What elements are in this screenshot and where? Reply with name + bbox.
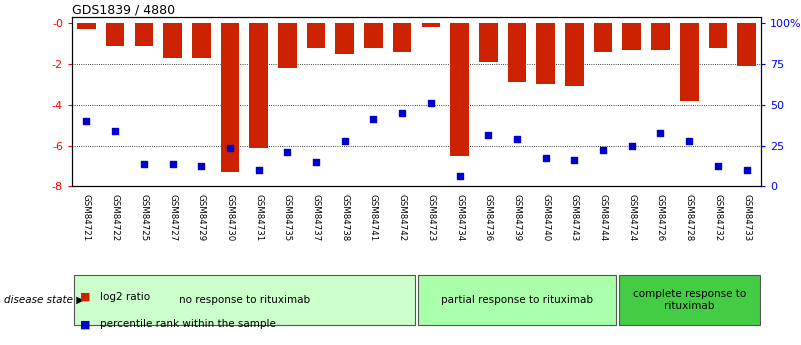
Point [166, 161, 179, 167]
Text: log2 ratio: log2 ratio [100, 292, 151, 302]
Point [453, 173, 466, 179]
Text: GSM84729: GSM84729 [197, 194, 206, 241]
Text: GSM84722: GSM84722 [111, 194, 119, 241]
Point [310, 159, 323, 165]
Bar [336, 23, 354, 54]
Bar [135, 23, 153, 46]
Text: GSM84726: GSM84726 [656, 194, 665, 241]
Bar [220, 23, 239, 172]
Point [626, 143, 638, 148]
Bar [77, 23, 96, 29]
Point [80, 118, 93, 124]
Text: GSM84723: GSM84723 [426, 194, 436, 241]
Text: GSM84728: GSM84728 [685, 194, 694, 241]
Bar [364, 23, 383, 48]
Point [568, 157, 581, 162]
Bar [249, 23, 268, 148]
Point [138, 161, 151, 167]
Bar [479, 23, 497, 62]
Point [281, 149, 294, 155]
Text: percentile rank within the sample: percentile rank within the sample [100, 319, 276, 329]
Text: GSM84737: GSM84737 [312, 194, 320, 241]
Text: GSM84743: GSM84743 [570, 194, 579, 241]
Bar [622, 23, 641, 50]
Point [539, 155, 552, 160]
Point [396, 110, 409, 116]
Point [252, 167, 265, 173]
Text: GDS1839 / 4880: GDS1839 / 4880 [72, 3, 175, 16]
Text: GSM84740: GSM84740 [541, 194, 550, 241]
Text: GSM84732: GSM84732 [714, 194, 723, 241]
Bar [106, 23, 124, 46]
Point [338, 139, 351, 144]
Bar [307, 23, 325, 48]
Point [223, 145, 236, 150]
Text: GSM84738: GSM84738 [340, 194, 349, 241]
Point [682, 139, 695, 144]
Bar [594, 23, 613, 52]
Text: GSM84734: GSM84734 [455, 194, 464, 241]
Bar [737, 23, 756, 66]
Bar [508, 23, 526, 82]
Point [425, 100, 437, 106]
Bar [74, 275, 415, 325]
Text: GSM84741: GSM84741 [369, 194, 378, 241]
Text: GSM84721: GSM84721 [82, 194, 91, 241]
Bar [163, 23, 182, 58]
Text: disease state ▶: disease state ▶ [4, 295, 84, 305]
Point [367, 116, 380, 122]
Text: partial response to rituximab: partial response to rituximab [441, 295, 593, 305]
Text: GSM84733: GSM84733 [742, 194, 751, 241]
Point [109, 129, 122, 134]
Point [740, 167, 753, 173]
Text: GSM84731: GSM84731 [254, 194, 264, 241]
Bar [192, 23, 211, 58]
Text: GSM84739: GSM84739 [513, 194, 521, 241]
Point [711, 163, 724, 169]
Point [482, 132, 495, 138]
Bar [421, 23, 441, 28]
Text: GSM84736: GSM84736 [484, 194, 493, 241]
Point [195, 163, 207, 169]
Text: GSM84744: GSM84744 [598, 194, 608, 241]
Bar [278, 23, 296, 68]
Bar [680, 23, 698, 101]
Bar [709, 23, 727, 48]
Bar [537, 23, 555, 85]
Text: ■: ■ [80, 292, 91, 302]
Text: GSM84730: GSM84730 [225, 194, 235, 241]
Text: no response to rituximab: no response to rituximab [179, 295, 310, 305]
Text: ■: ■ [80, 319, 91, 329]
Bar [651, 23, 670, 50]
Bar [450, 23, 469, 156]
Text: GSM84724: GSM84724 [627, 194, 636, 241]
Point [654, 131, 667, 136]
Bar [418, 275, 616, 325]
Text: complete response to
rituximab: complete response to rituximab [633, 289, 746, 311]
Point [510, 137, 523, 142]
Text: GSM84727: GSM84727 [168, 194, 177, 241]
Text: GSM84725: GSM84725 [139, 194, 148, 241]
Bar [565, 23, 584, 87]
Point [597, 147, 610, 152]
Text: GSM84742: GSM84742 [397, 194, 407, 241]
Bar [392, 23, 412, 52]
Text: GSM84735: GSM84735 [283, 194, 292, 241]
Bar [619, 275, 759, 325]
